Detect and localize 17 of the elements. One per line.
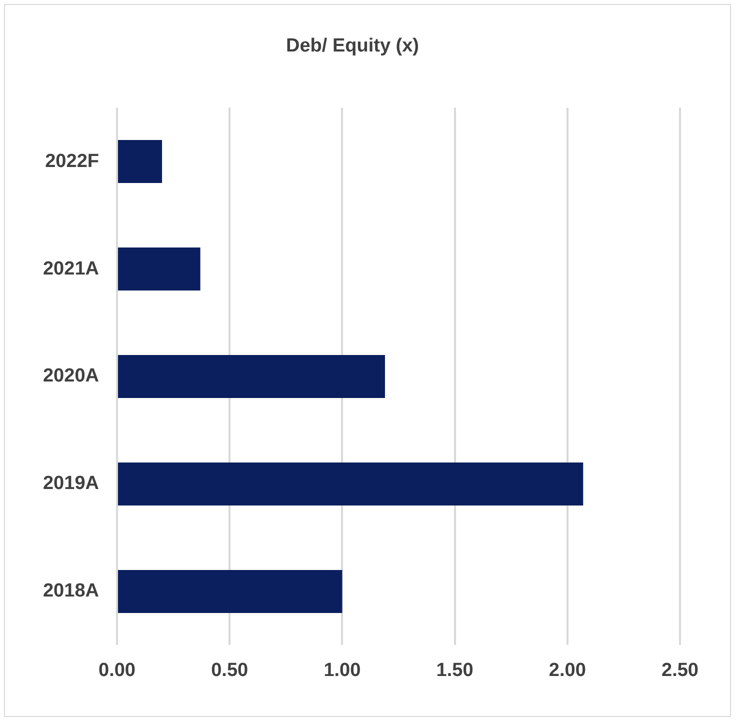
x-tick-label: 0.50 (211, 660, 248, 681)
x-tick-label: 1.50 (436, 660, 474, 681)
bar (118, 462, 584, 506)
y-tick-label: 2021A (42, 258, 100, 280)
bar (118, 355, 385, 398)
y-tick-label: 2022F (45, 150, 99, 172)
y-tick-label: 2018A (42, 580, 100, 602)
y-tick-label: 2020A (42, 366, 100, 387)
bar (118, 248, 200, 291)
x-tick-label: 2.50 (662, 660, 698, 681)
bar (118, 570, 342, 613)
chart-title: Deb/ Equity (x) (286, 36, 420, 57)
y-tick-label: 2019A (42, 473, 100, 494)
bar (118, 140, 162, 184)
x-tick-label: 2.00 (548, 660, 586, 681)
x-tick-label: 1.00 (324, 660, 361, 681)
x-tick-label: 0.00 (98, 660, 136, 681)
